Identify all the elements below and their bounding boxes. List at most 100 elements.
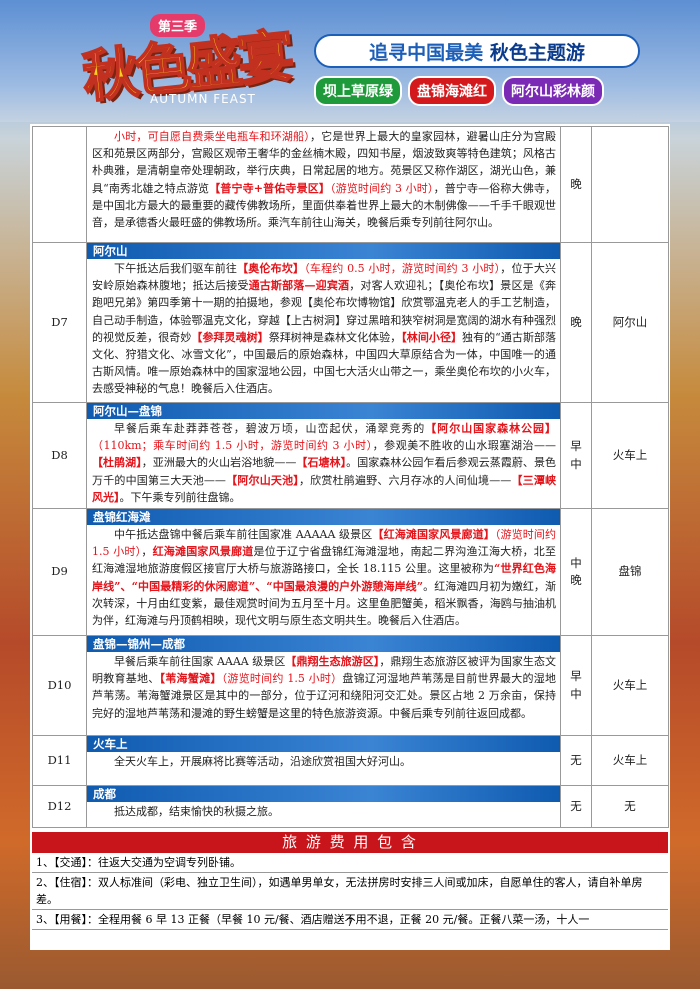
day-title: 盘锦红海滩 xyxy=(87,509,560,526)
text-run: ，位于大兴安岭原始森林腹地；抵达后接受 xyxy=(92,262,557,293)
text-run: 【红海滩国家风景廊道】 xyxy=(372,528,495,542)
text-run: 中午抵达盘锦中餐后乘车前往国家准 AAAAA 级景区 xyxy=(114,528,373,542)
text-run: 下午抵达后我们驱车前往 xyxy=(114,262,238,275)
day-content: 小时，可自愿自费乘坐电瓶车和环湖船），它是世界上最大的皇家园林，避暑山庄分为宫殿… xyxy=(86,126,561,243)
text-run: 盘锦辽河湿地芦苇荡是目前世界最大的湿地芦苇荡。苇海蟹滩景区是其中的一部分，位于辽… xyxy=(92,672,557,720)
text-run: ，它是世界上最大的皇家园林，避暑山庄分为宫殿区和苑景区两部分，宫殿区观帝王奢华的… xyxy=(92,130,557,195)
day-title: 阿尔山 xyxy=(87,243,560,259)
day-content: 盘锦—锦州—成都 早餐后乘车前往国家 AAAA 级景区【鼎翔生态旅游区】，鼎翔生态… xyxy=(86,635,561,737)
day-text: 小时，可自愿自费乘坐电瓶车和环湖船），它是世界上最大的皇家园林，避暑山庄分为宫殿… xyxy=(87,127,560,233)
text-run: 。红海滩四月初为嫩红，渐次转深，十月由红变紫，最佳观赏时间为五月至十月。这里鱼肥… xyxy=(92,579,556,628)
hotel: 火车上 xyxy=(591,735,669,787)
fee-item: 1、【交通】：往返大交通为空调专列卧铺。 xyxy=(32,853,668,874)
text-run: 早餐后乘车前往国家 AAAA 级景区 xyxy=(114,655,286,669)
day-title: 阿尔山—盘锦 xyxy=(87,403,560,419)
day-title: 成都 xyxy=(87,786,560,803)
meal: 无 xyxy=(570,752,582,767)
itinerary-row: D10 盘锦—锦州—成都 早餐后乘车前往国家 AAAA 级景区【鼎翔生态旅游区】，鼎… xyxy=(32,635,669,737)
text-run: 【参拜灵魂树】 xyxy=(191,330,269,344)
text-run: ，普宁寺—俗称大佛寺，是中国北方最大的最重要的藏传佛教场所，里面供奉着世界上最大… xyxy=(92,181,557,230)
hotel: 无 xyxy=(591,785,669,829)
day-content: 成都抵达成都，结束愉快的秋摄之旅。 xyxy=(86,785,561,829)
fee-title: 旅 游 费 用 包 含 xyxy=(32,832,668,854)
day: D8 xyxy=(32,401,87,510)
text-run: ， xyxy=(141,545,153,559)
text-run: 通古斯部落—迎宾酒 xyxy=(248,279,350,293)
badge: 第三季 xyxy=(150,14,206,37)
text-run: 【石塘林】 xyxy=(296,456,347,470)
meals: 早中 xyxy=(560,635,592,737)
day: D12 xyxy=(32,785,87,829)
tags: 坝上草原绿 盘锦海滩红 阿尔山彩林颜 xyxy=(314,76,604,106)
day xyxy=(32,126,87,243)
meal: 中 xyxy=(570,555,582,570)
hotel: 盘锦 xyxy=(591,508,669,637)
text-run: 早餐后乘车赴莽莽苍苍，碧波万顷，山峦起伏，涌翠竞秀的 xyxy=(114,422,426,435)
hotel: 阿尔山 xyxy=(591,242,669,403)
day-text: 早餐后乘车赴莽莽苍苍，碧波万顷，山峦起伏，涌翠竞秀的【阿尔山国家森林公园】 （11… xyxy=(87,419,560,508)
meal: 中 xyxy=(570,456,582,471)
page-number: 7 xyxy=(346,916,354,929)
text-run: （游览时间约 1.5 小时） xyxy=(221,672,343,686)
text-run: （110km；乘车时间约 1.5 小时，游览时间约 3 小时） xyxy=(92,439,373,453)
hotel xyxy=(591,126,669,243)
meals: 无 xyxy=(560,735,592,787)
meal: 中 xyxy=(570,686,582,701)
text-run: 祭拜树神是森林文化体验， xyxy=(268,330,402,344)
text-run: （游览时间约 1.5 小时） xyxy=(92,528,557,559)
text-run: “世界红色海岸线”、“中国最精彩的休闲廊道”、“中国最浪漫的户外游憩海岸线” xyxy=(92,562,557,593)
day-text: 中午抵达盘锦中餐后乘车前往国家准 AAAAA 级景区【红海滩国家风景廊道】（游览… xyxy=(87,525,560,631)
text-run: 【阿尔山国家森林公园】 xyxy=(425,422,557,435)
fee-list: 1、【交通】：往返大交通为空调专列卧铺。 2、【住宿】：双人标准间（彩电、独立卫生… xyxy=(30,853,670,931)
hotel: 火车上 xyxy=(591,401,669,510)
text-run: 独有的“通古斯部落文化、狩猎文化、冰雪文化”，中国最后的原始森林，中国四大草原结… xyxy=(92,330,557,396)
day-text: 抵达成都，结束愉快的秋摄之旅。 xyxy=(87,802,560,822)
text-run: 红海滩国家风景廊道 xyxy=(152,545,254,559)
text-run: 【林间小径】 xyxy=(401,330,463,344)
text-run: 【杜鹃湖】 xyxy=(92,456,142,470)
itinerary-row: D8 阿尔山—盘锦 早餐后乘车赴莽莽苍苍，碧波万顷，山峦起伏，涌翠竞秀的【阿尔山国家… xyxy=(32,401,669,510)
text-run: （车程约 0.5 小时，游览时间约 3 小时） xyxy=(304,262,501,275)
day-text: 全天火车上，开展麻将比赛等活动，沿途欣赏祖国大好河山。 xyxy=(87,752,560,772)
day: D9 xyxy=(32,508,87,637)
text-run: ，亚洲最大的火山岩浴地貌—— xyxy=(141,456,297,470)
text-run: （游览时间约 3 小时） xyxy=(330,181,434,195)
tag: 坝上草原绿 xyxy=(314,76,402,106)
fee-item: 2、【住宿】：双人标准间（彩电、独立卫生间），如遇单男单女，无法拼房时安排三人间… xyxy=(32,873,668,911)
text-run: 。国家森林公园乍看后参观云蒸霞蔚、景色万千的中国第三大天池—— xyxy=(92,456,557,487)
text-run: 抵达成都，结束愉快的秋摄之旅。 xyxy=(114,805,279,819)
fee-item: 3、【用餐】：全程用餐 6 早 13 正餐（早餐 10 元/餐、酒店赠送不用不退… xyxy=(32,910,668,931)
text-run: ，欣赏杜鹃遍野、六月存冰的人间仙境—— xyxy=(298,473,512,487)
day-content: 阿尔山—盘锦 早餐后乘车赴莽莽苍苍，碧波万顷，山峦起伏，涌翠竞秀的【阿尔山国家森林… xyxy=(86,401,561,510)
text-run: ，对客人欢迎礼；【奥伦布坎】景区是《奔跑吧兄弟》第四季第十一期的拍摄地，参观【奥… xyxy=(92,279,557,344)
tag: 盘锦海滩红 xyxy=(408,76,496,106)
hotel: 火车上 xyxy=(591,635,669,737)
meal: 晚 xyxy=(570,314,582,329)
text-run: 是位于辽宁省盘锦红海滩湿地，南起二界沟渔江海大桥，北至红海滩湿地旅游度假区接官厅… xyxy=(92,545,557,576)
text-run: 【普宁寺+普佑寺景区】 xyxy=(209,181,330,195)
day-text: 下午抵达后我们驱车前往【奥伦布坎】（车程约 0.5 小时，游览时间约 3 小时）… xyxy=(87,259,560,400)
slogan-b: 秋色主题游 xyxy=(489,42,585,64)
day-content: 火车上 全天火车上，开展麻将比赛等活动，沿途欣赏祖国大好河山。 xyxy=(86,735,561,787)
tag: 阿尔山彩林颜 xyxy=(502,76,604,106)
day-content: 阿尔山 下午抵达后我们驱车前往【奥伦布坎】（车程约 0.5 小时，游览时间约 3 … xyxy=(86,242,561,403)
itinerary-row: D9 盘锦红海滩 中午抵达盘锦中餐后乘车前往国家准 AAAAA 级景区【红海滩国家风… xyxy=(32,508,669,637)
meals: 中晚 xyxy=(560,508,592,637)
banner: 秋色盛宴 第三季 AUTUMN FEAST 追寻中国最美 秋色主题游 坝上草原绿… xyxy=(0,0,700,122)
text-run: 。下午乘专列前往盘锦。 xyxy=(119,490,241,504)
meal: 晚 xyxy=(570,176,582,191)
text-run: 【鼎翔生态旅游区】 xyxy=(285,655,380,669)
meals: 无 xyxy=(560,785,592,829)
day-title: 盘锦—锦州—成都 xyxy=(87,636,560,653)
text-run: ，参观美不胜收的山水瑕塞湖治—— xyxy=(372,439,556,453)
meals: 早中 xyxy=(560,401,592,510)
day: D11 xyxy=(32,735,87,787)
itinerary-row: D11 火车上 全天火车上，开展麻将比赛等活动，沿途欣赏祖国大好河山。无火车上 xyxy=(32,735,669,787)
slogan-a: 追寻中国最美 xyxy=(369,42,484,64)
meal: 早 xyxy=(570,439,582,454)
day-text: 早餐后乘车前往国家 AAAA 级景区【鼎翔生态旅游区】，鼎翔生态旅游区被评为国家… xyxy=(87,652,560,724)
text-run: 【三潭峡风光】 xyxy=(92,473,557,504)
meals: 晚 xyxy=(560,126,592,243)
day: D7 xyxy=(32,242,87,403)
